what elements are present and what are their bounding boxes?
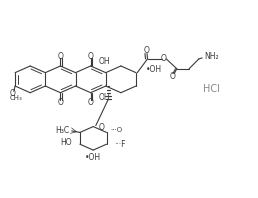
Text: O: O — [88, 52, 94, 61]
Text: •OH: •OH — [85, 153, 101, 162]
Text: ···F: ···F — [114, 140, 126, 149]
Text: CH₃: CH₃ — [10, 95, 23, 101]
Text: OH: OH — [99, 57, 110, 66]
Text: H₃C: H₃C — [55, 126, 70, 135]
Text: O: O — [169, 72, 175, 81]
Text: OH: OH — [99, 92, 110, 102]
Text: O: O — [98, 123, 104, 132]
Text: •OH: •OH — [146, 65, 162, 74]
Text: O: O — [10, 89, 15, 98]
Text: NH₂: NH₂ — [205, 52, 219, 61]
Text: O: O — [143, 46, 149, 55]
Text: O: O — [58, 52, 63, 61]
Text: HCl: HCl — [203, 84, 220, 94]
Text: HO: HO — [61, 138, 72, 147]
Text: O: O — [58, 98, 63, 107]
Text: O: O — [161, 54, 167, 63]
Text: ···O: ···O — [110, 127, 123, 133]
Text: O: O — [88, 98, 94, 107]
